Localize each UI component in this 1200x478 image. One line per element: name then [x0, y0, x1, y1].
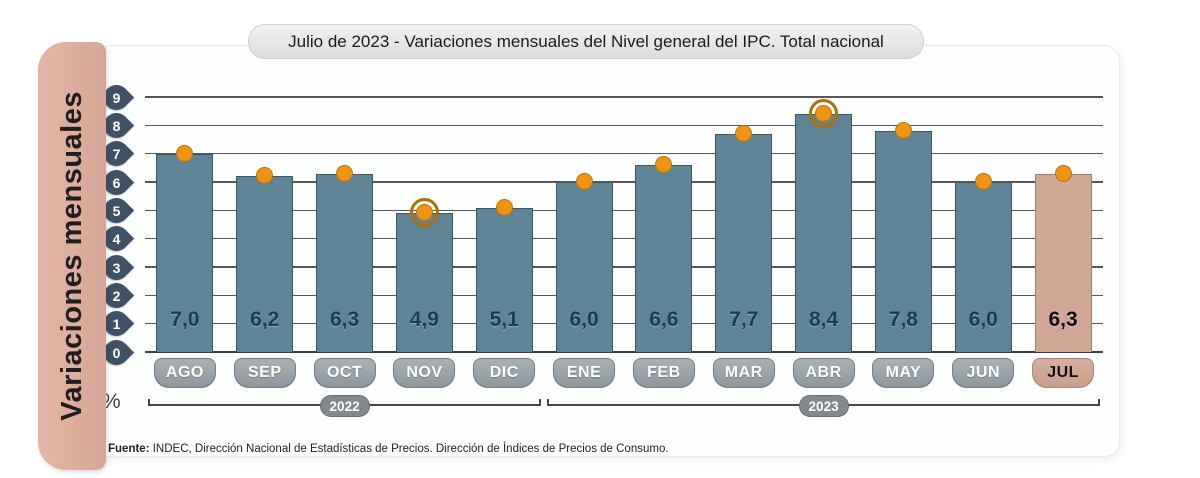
bar-jul [1034, 173, 1092, 352]
bar-dic [475, 207, 533, 352]
bar-value-label-mar: 7,7 [729, 308, 759, 331]
bar-feb [635, 165, 693, 352]
month-badge-abr: ABR [792, 358, 855, 388]
bar-value-label-dic: 5,1 [489, 308, 519, 331]
chart-title-pill: Julio de 2023 - Variaciones mensuales de… [248, 24, 924, 59]
data-dot-jun [974, 173, 992, 190]
bar-value-label-nov: 4,9 [409, 308, 439, 331]
bar-ene [555, 182, 613, 352]
bar-value-label-may: 7,8 [888, 308, 918, 331]
data-dot-oct [336, 164, 354, 182]
y-tick-label-1: 1 [112, 315, 120, 332]
y-tick-label-4: 4 [112, 230, 120, 247]
bar-mar [715, 133, 773, 352]
month-badge-ago: AGO [153, 358, 216, 388]
gridline-5 [145, 209, 1103, 212]
gridline-7 [145, 152, 1103, 155]
data-dot-ene [575, 173, 593, 190]
bar-abr [795, 114, 853, 352]
month-badge-jul: JUL [1032, 358, 1095, 388]
y-tick-label-0: 0 [112, 344, 120, 360]
month-badge-may: MAY [872, 358, 935, 388]
month-badge-ene: ENE [553, 358, 616, 388]
y-tick-label-9: 9 [112, 89, 120, 105]
y-tick-label-2: 2 [112, 287, 120, 304]
data-dot-mar [735, 124, 753, 142]
month-badge-sep: SEP [233, 358, 296, 388]
data-dot-dic [495, 198, 513, 216]
year-label-2022: 2022 [319, 395, 370, 417]
dot-ring-abr [809, 99, 839, 128]
bar-value-label-jul: 6,3 [1048, 308, 1078, 331]
y-axis-title-strip: Variaciones mensuales [38, 42, 106, 470]
bar-jun [954, 182, 1012, 352]
gridline-4 [145, 237, 1103, 240]
bar-may [874, 131, 932, 352]
y-axis-title: Variaciones mensuales [55, 91, 88, 421]
gridline-3 [145, 266, 1103, 268]
month-badge-feb: FEB [632, 358, 695, 388]
bar-value-label-oct: 6,3 [329, 308, 360, 331]
dot-ring-nov [409, 198, 439, 228]
data-dot-abr [815, 105, 833, 122]
percent-label: % [102, 390, 121, 413]
month-badge-dic: DIC [473, 358, 536, 388]
gridline-6 [145, 181, 1103, 183]
gridline-0 [145, 351, 1103, 354]
data-dot-ago [176, 144, 194, 162]
month-badge-oct: OCT [313, 358, 376, 388]
bar-oct [316, 173, 374, 352]
data-dot-nov [415, 204, 433, 222]
y-tick-label-5: 5 [112, 202, 120, 219]
gridline-9 [145, 96, 1103, 98]
bar-value-label-ago: 7,0 [170, 308, 200, 331]
y-tick-label-7: 7 [112, 145, 120, 162]
month-badge-jun: JUN [952, 358, 1015, 388]
y-tick-label-8: 8 [112, 117, 120, 134]
y-tick-label-3: 3 [112, 259, 120, 275]
chart-title: Julio de 2023 - Variaciones mensuales de… [288, 31, 884, 51]
data-dot-feb [655, 156, 673, 173]
bar-value-label-jun: 6,0 [968, 308, 998, 331]
bar-nov [395, 213, 453, 352]
year-label-2023: 2023 [798, 395, 849, 417]
gridline-8 [145, 124, 1103, 127]
source-note: Fuente: INDEC, Dirección Nacional de Est… [108, 443, 669, 455]
bar-value-label-ene: 6,0 [569, 308, 599, 331]
month-badge-nov: NOV [393, 358, 456, 388]
bar-value-label-abr: 8,4 [808, 308, 839, 331]
source-text: INDEC, Dirección Nacional de Estadística… [149, 443, 669, 455]
bar-ago [156, 153, 214, 352]
data-dot-sep [256, 167, 274, 185]
data-dot-jul [1054, 164, 1072, 182]
source-label: Fuente: [108, 443, 150, 455]
month-badge-mar: MAR [712, 358, 775, 388]
gridline-2 [145, 294, 1103, 297]
data-dot-may [894, 122, 912, 139]
y-tick-label-6: 6 [112, 174, 120, 190]
bar-value-label-feb: 6,6 [649, 308, 679, 331]
gridline-1 [145, 322, 1103, 325]
bar-value-label-sep: 6,2 [250, 308, 280, 331]
